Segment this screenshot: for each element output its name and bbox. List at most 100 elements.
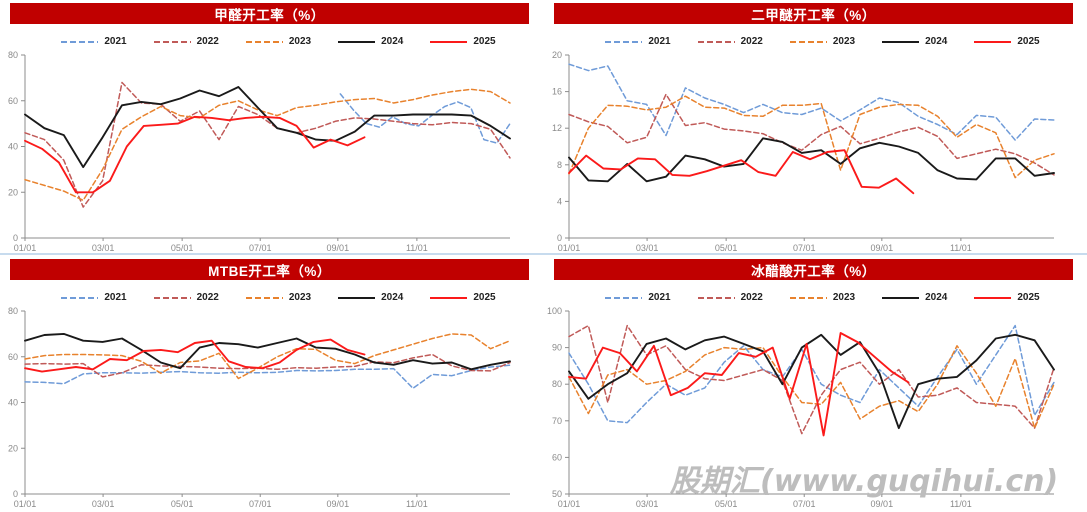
x-tick-label: 09/01 <box>327 243 350 253</box>
chart-card-dme: 二甲醚开工率（%） 2021 2022 2023 2024 2025 0 4 8 12 16 20… <box>544 0 1087 256</box>
x-tick-label: 05/01 <box>715 499 738 509</box>
legend-item-2022: 2022 <box>153 36 219 47</box>
legend-swatch-2021 <box>61 296 99 299</box>
series-line-2025 <box>568 149 915 195</box>
x-tick-label: 07/01 <box>793 243 816 253</box>
legend-swatch-2025 <box>974 40 1012 43</box>
legend-swatch-2024 <box>338 296 376 299</box>
x-tick-label: 03/01 <box>92 499 115 509</box>
series-line-2023 <box>568 345 1055 429</box>
x-tick-label: 05/01 <box>171 499 194 509</box>
y-tick-label: 16 <box>552 87 562 97</box>
legend-label: 2024 <box>381 36 404 47</box>
legend-item-2025: 2025 <box>430 36 496 47</box>
legend-item-2024: 2024 <box>882 292 947 303</box>
x-tick-label: 03/01 <box>636 499 659 509</box>
chart-title-bar: 冰醋酸开工率（%） <box>554 259 1073 280</box>
legend-item-2023: 2023 <box>245 292 311 303</box>
series-line-2021 <box>568 63 1055 141</box>
y-tick-label: 60 <box>552 452 562 462</box>
legend-item-2022: 2022 <box>697 36 763 47</box>
legend-item-2023: 2023 <box>789 292 855 303</box>
legend-label: 2021 <box>104 36 127 47</box>
x-tick-label: 03/01 <box>636 243 659 253</box>
y-tick-label: 0 <box>557 233 562 243</box>
y-tick-label: 12 <box>552 123 562 133</box>
y-tick-label: 50 <box>552 489 562 499</box>
series-line-2024 <box>568 137 1055 183</box>
chart-plot: 0 20 40 60 80 01/01 03/01 05/01 07/01 09/01 11/01 <box>8 50 511 253</box>
legend-label: 2025 <box>1017 292 1040 303</box>
legend-swatch-2022 <box>697 40 735 43</box>
y-tick-label: 0 <box>13 489 18 499</box>
series-line-2021 <box>339 93 511 144</box>
legend-swatch-2025 <box>430 296 468 299</box>
y-tick-label: 40 <box>8 398 18 408</box>
legend-swatch-2022 <box>697 296 735 299</box>
legend-label: 2025 <box>473 292 496 303</box>
x-tick-label: 09/01 <box>327 499 350 509</box>
legend-item-2022: 2022 <box>697 292 763 303</box>
legend-swatch-2021 <box>605 40 643 43</box>
y-tick-label: 4 <box>557 196 562 206</box>
legend-swatch-2022 <box>153 296 191 299</box>
y-tick-label: 80 <box>552 379 562 389</box>
y-tick-label: 100 <box>547 306 562 316</box>
y-tick-label: 60 <box>8 96 18 106</box>
legend-label: 2022 <box>196 36 219 47</box>
x-tick-label: 07/01 <box>249 243 272 253</box>
chart-title: 冰醋酸开工率（%） <box>751 263 876 279</box>
series-line-2024 <box>568 333 1055 430</box>
legend-item-2021: 2021 <box>61 36 127 47</box>
legend-swatch-2021 <box>61 40 99 43</box>
x-tick-label: 01/01 <box>558 499 581 509</box>
x-tick-label: 11/01 <box>950 243 972 253</box>
legend-label: 2023 <box>832 36 856 47</box>
y-tick-label: 80 <box>8 50 18 60</box>
legend-label: 2022 <box>196 292 219 303</box>
x-tick-label: 09/01 <box>871 243 894 253</box>
legend-item-2023: 2023 <box>245 36 311 47</box>
chart-title: 甲醛开工率（%） <box>214 7 325 23</box>
series-line-2022 <box>24 353 511 378</box>
legend-swatch-2021 <box>605 296 643 299</box>
chart-legend: 2021 2022 2023 2024 2025 <box>22 36 535 47</box>
x-tick-label: 11/01 <box>406 499 428 509</box>
legend-label: 2024 <box>925 292 948 303</box>
y-tick-label: 20 <box>8 443 18 453</box>
x-tick-label: 09/01 <box>871 499 894 509</box>
y-tick-label: 90 <box>552 343 562 353</box>
x-tick-label: 03/01 <box>92 243 115 253</box>
legend-label: 2021 <box>104 292 127 303</box>
x-tick-label: 01/01 <box>558 243 581 253</box>
series-line-2025 <box>24 338 366 373</box>
watermark: 股期汇(www.guqihui.cn) <box>670 464 1059 499</box>
legend-swatch-2024 <box>882 296 920 299</box>
chart-card-formaldehyde: 甲醛开工率（%） 2021 2022 2023 2024 2025 0 20 40 60 80 0… <box>0 0 543 256</box>
x-tick-label: 11/01 <box>950 499 972 509</box>
chart-title-bar: 甲醛开工率（%） <box>10 3 529 24</box>
chart-title-bar: MTBE开工率（%） <box>10 259 529 280</box>
legend-item-2024: 2024 <box>882 36 947 47</box>
y-tick-label: 80 <box>8 306 18 316</box>
legend-item-2021: 2021 <box>605 292 671 303</box>
chart-title: MTBE开工率（%） <box>208 263 331 279</box>
series-line-2024 <box>24 332 511 371</box>
y-tick-label: 0 <box>13 233 18 243</box>
y-tick-label: 40 <box>8 142 18 152</box>
series-line-2023 <box>24 333 511 380</box>
legend-label: 2021 <box>648 36 671 47</box>
legend-swatch-2023 <box>245 296 283 299</box>
x-tick-label: 07/01 <box>793 499 816 509</box>
x-tick-label: 07/01 <box>249 499 272 509</box>
chart-plot: 0 20 40 60 80 01/01 03/01 05/01 07/01 09/01 11/01 <box>8 306 511 509</box>
series-line-2022 <box>568 93 1055 176</box>
chart-legend: 2021 2022 2023 2024 2025 <box>566 36 1079 47</box>
legend-label: 2025 <box>473 36 496 47</box>
legend-item-2025: 2025 <box>974 292 1040 303</box>
series-line-2023 <box>24 88 511 202</box>
chart-title-bar: 二甲醚开工率（%） <box>554 3 1073 24</box>
legend-item-2021: 2021 <box>605 36 671 47</box>
x-tick-label: 05/01 <box>171 243 194 253</box>
y-tick-label: 70 <box>552 416 562 426</box>
